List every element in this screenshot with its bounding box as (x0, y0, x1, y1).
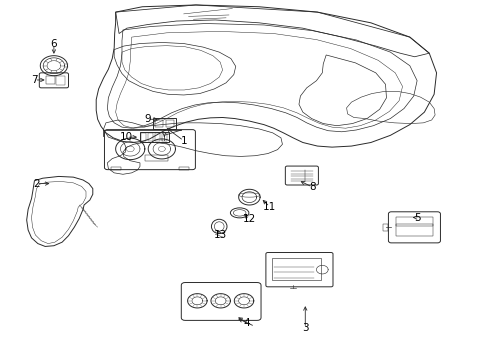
Text: 11: 11 (263, 202, 276, 212)
Bar (140, 132, 169, 142)
Text: 8: 8 (308, 182, 315, 192)
Bar (155, 133, 160, 141)
Text: 13: 13 (213, 230, 226, 240)
Bar (46, 76, 55, 84)
Bar (271, 257, 321, 280)
Bar (144, 155, 168, 161)
Bar (153, 118, 176, 129)
Text: 9: 9 (143, 114, 150, 124)
Text: 4: 4 (243, 318, 250, 328)
Text: 6: 6 (50, 39, 57, 49)
Text: 5: 5 (413, 212, 420, 222)
Bar (56, 76, 64, 85)
Bar (395, 224, 432, 237)
Text: 10: 10 (120, 132, 133, 142)
Bar (382, 224, 387, 230)
Text: 2: 2 (33, 179, 40, 189)
Bar (141, 133, 146, 141)
Text: 3: 3 (302, 323, 308, 333)
Bar (148, 133, 153, 141)
Text: 7: 7 (31, 75, 38, 85)
Bar (111, 167, 120, 170)
Bar (162, 133, 166, 141)
Bar (155, 120, 163, 127)
Text: 12: 12 (242, 214, 255, 224)
Bar (165, 120, 173, 127)
Bar (395, 217, 432, 226)
Text: 1: 1 (180, 136, 186, 146)
Bar (179, 167, 188, 170)
